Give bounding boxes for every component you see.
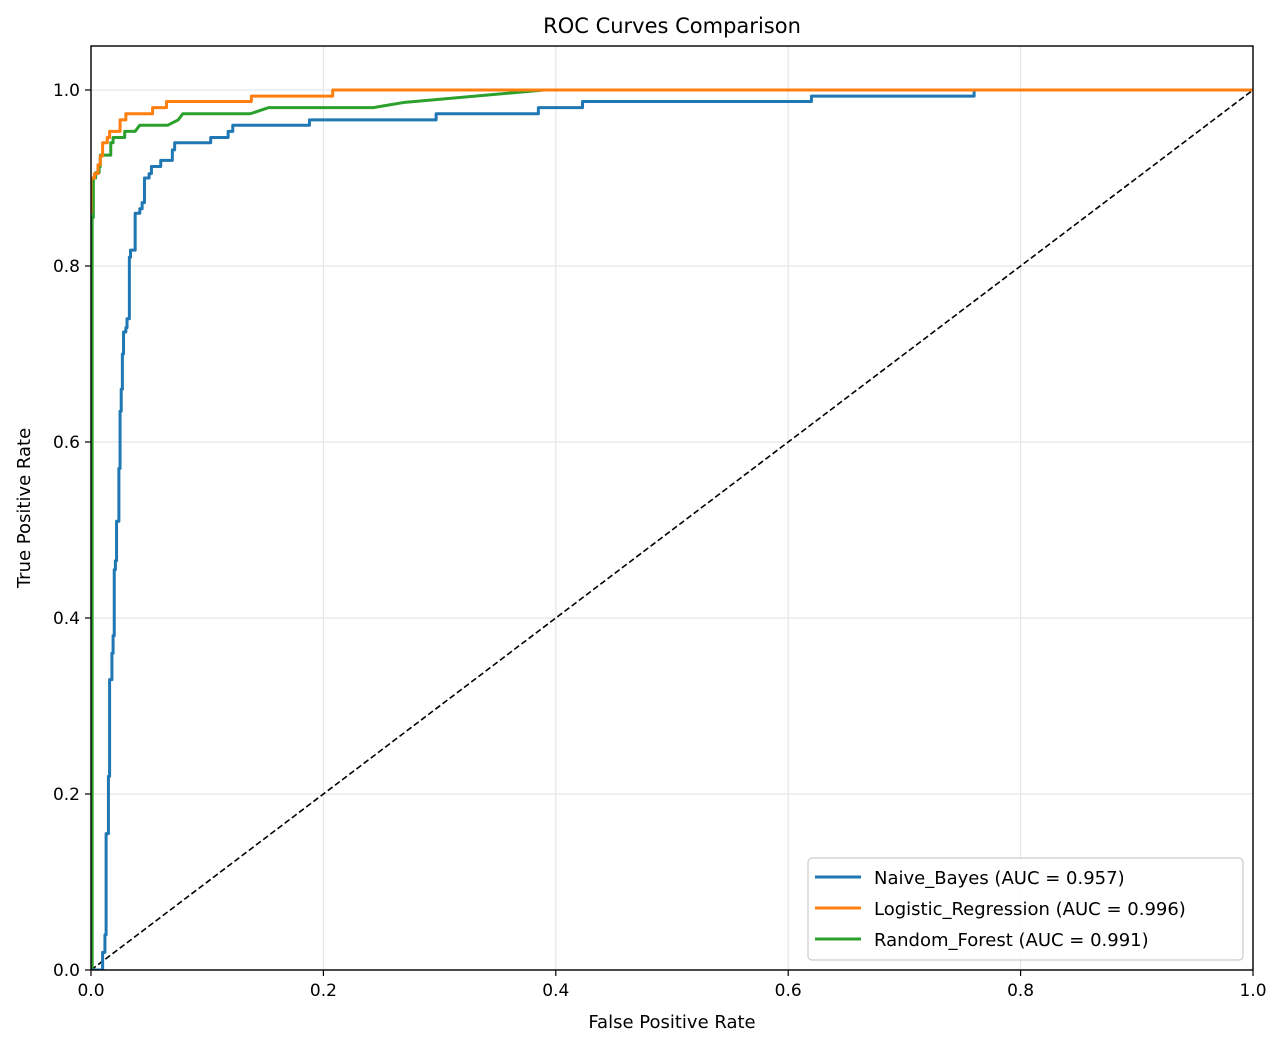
series-layer (91, 88, 1253, 970)
y-tick-label: 0.6 (53, 433, 80, 453)
y-axis-title: True Positive Rate (14, 428, 35, 589)
y-tick-label: 0.8 (53, 257, 80, 277)
x-tick-label: 0.6 (775, 981, 802, 1001)
legend: Naive_Bayes (AUC = 0.957) Logistic_Regres… (807, 857, 1244, 961)
series-line-0 (91, 88, 1253, 970)
y-tick-label: 0.0 (53, 961, 80, 981)
legend-box (807, 857, 1244, 961)
series-line-1 (91, 88, 1253, 214)
legend-entry-label: Random_Forest (AUC = 0.991) (874, 930, 1149, 951)
x-tick-label: 0.2 (310, 981, 337, 1001)
x-axis-title: False Positive Rate (588, 1012, 755, 1033)
x-tick-label: 0.8 (1007, 981, 1034, 1001)
y-tick-label: 0.4 (53, 609, 80, 629)
legend-entry-label: Logistic_Regression (AUC = 0.996) (874, 899, 1186, 920)
grid (90, 46, 1254, 971)
x-tick-label: 1.0 (1239, 981, 1266, 1001)
x-tick-label: 0.0 (77, 981, 104, 1001)
legend-entry-label: Naive_Bayes (AUC = 0.957) (874, 868, 1125, 889)
x-tick-label: 0.4 (542, 981, 569, 1001)
y-tick-label: 1.0 (53, 81, 80, 101)
y-tick-label: 0.2 (53, 785, 80, 805)
axis-ticks: 0.0 0.2 0.4 0.6 0.8 1.0 0.0 0.2 0.4 0.6 0.8 1.0 (53, 81, 1267, 1001)
chart-title: ROC Curves Comparison (543, 14, 801, 38)
plot-frame (90, 45, 1254, 971)
